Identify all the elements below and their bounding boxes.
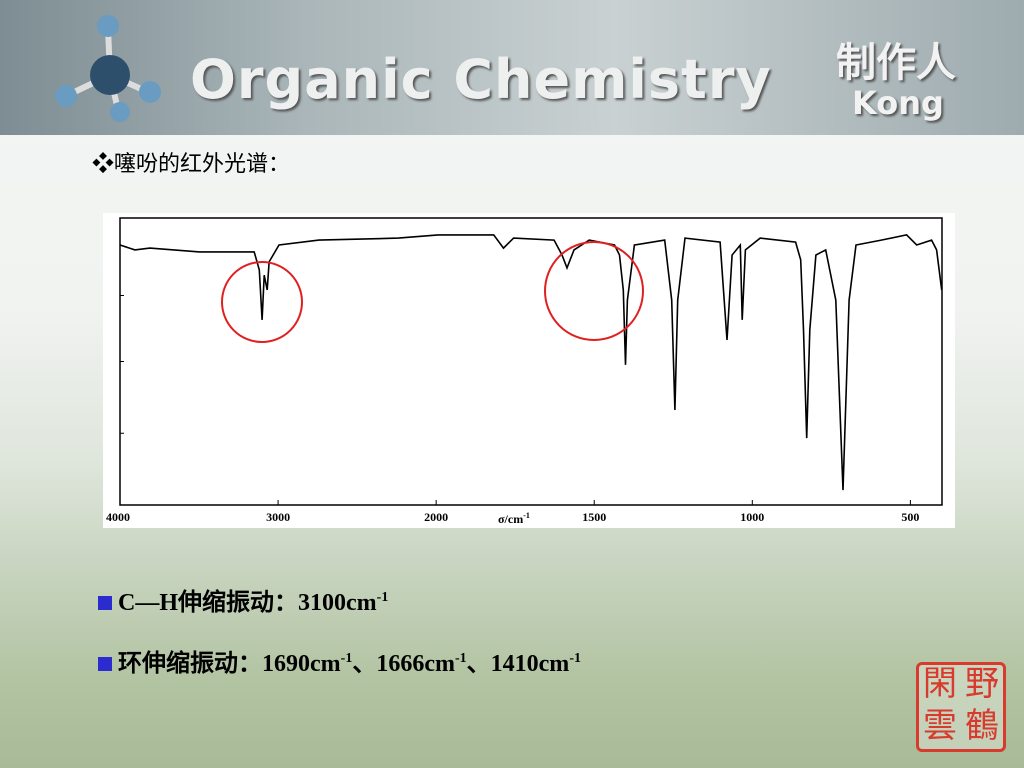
molecule-icon [55, 15, 161, 122]
x-tick-label: 4000 [106, 510, 130, 524]
seal-char: 鶴 [965, 708, 999, 745]
seal-char: 閑 [923, 666, 957, 703]
chart-box: 4000 3000 2000 1500 1000 500 σ/cm-1 [103, 213, 955, 528]
header-banner: Organic Chemistry 制作人 Kong [0, 0, 1024, 135]
x-axis-label-text: σ/cm [498, 512, 523, 526]
plot-frame [119, 217, 943, 506]
seal: 閑野雲鶴 [916, 662, 1006, 752]
superscript: -1 [376, 590, 389, 605]
author: Kong [852, 84, 944, 122]
superscript: -1 [340, 651, 353, 666]
seal-char: 雲 [923, 708, 957, 745]
spectrum-line [119, 234, 943, 491]
seal-char: 野 [965, 666, 999, 703]
bullet-text: C—H伸缩振动：3100cm [118, 590, 377, 616]
x-tick-label: 1000 [740, 510, 764, 524]
subtitle: ❖噻吩的红外光谱： [92, 151, 291, 176]
x-tick-label: 2000 [424, 510, 448, 524]
chart: 4000 3000 2000 1500 1000 500 σ/cm-1 [106, 217, 943, 526]
title: Organic Chemistry [190, 48, 772, 111]
bullet-text: 环伸缩振动：1690cm [118, 651, 341, 677]
bullet-mark [98, 596, 112, 610]
bullet-text: 、1410cm [466, 651, 570, 677]
bullet-text: 、1666cm [352, 651, 455, 677]
bullet: 环伸缩振动：1690cm-1、1666cm-1、1410cm-1 [98, 643, 581, 678]
x-tick-label: 500 [901, 510, 919, 524]
x-axis-label: σ/cm-1 [498, 511, 530, 526]
bullet-mark [98, 657, 112, 671]
x-tick-label: 3000 [266, 510, 290, 524]
superscript: -1 [454, 651, 467, 666]
author-label: 制作人 [836, 40, 956, 86]
x-axis-label-sup: -1 [523, 511, 530, 520]
superscript: -1 [569, 651, 581, 666]
bullet: C—H伸缩振动：3100cm-1 [98, 582, 388, 617]
x-tick-label: 1500 [582, 510, 606, 524]
